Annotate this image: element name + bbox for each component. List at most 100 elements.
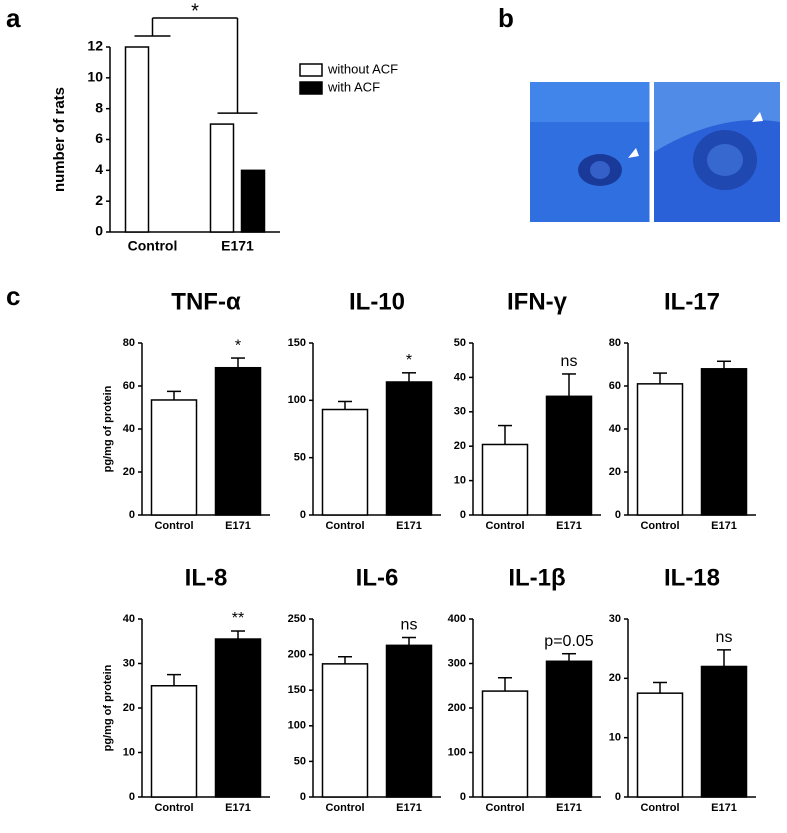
y-tick-label: 20 xyxy=(609,466,621,478)
y-tick-label: 80 xyxy=(609,337,621,349)
bar xyxy=(385,644,433,798)
chart-title: IFN-γ xyxy=(507,288,568,315)
y-tick-label: 40 xyxy=(123,613,135,625)
bar xyxy=(150,685,198,798)
legend-swatch xyxy=(299,81,323,95)
y-axis-label: pg/mg of protein xyxy=(102,664,114,751)
y-tick-label: 10 xyxy=(454,475,466,487)
x-tick-label: E171 xyxy=(221,238,254,254)
y-tick-label: 40 xyxy=(454,371,466,383)
significance-label: p=0.05 xyxy=(544,633,593,650)
y-tick-label: 80 xyxy=(123,337,135,349)
y-tick-label: 4 xyxy=(95,161,103,177)
bar xyxy=(214,638,262,798)
x-tick-label: E171 xyxy=(225,520,251,532)
chart-title: IL-18 xyxy=(664,564,720,591)
significance-label: * xyxy=(235,337,241,354)
bar xyxy=(385,381,433,516)
bar xyxy=(481,690,529,798)
x-tick-label: E171 xyxy=(396,520,422,532)
y-tick-label: 40 xyxy=(123,423,135,435)
x-tick-label: Control xyxy=(154,520,193,532)
panel-label: c xyxy=(6,281,20,311)
y-tick-label: 0 xyxy=(615,791,621,803)
micrograph-right xyxy=(654,82,780,222)
legend-label: with ACF xyxy=(327,79,380,94)
significance-label: ** xyxy=(232,610,244,627)
y-tick-label: 20 xyxy=(454,440,466,452)
y-tick-label: 0 xyxy=(460,509,466,521)
y-tick-label: 50 xyxy=(294,452,306,464)
panel-label: b xyxy=(498,3,514,33)
chart-title: TNF-α xyxy=(171,288,241,315)
chart-title: IL-17 xyxy=(664,288,720,315)
micrograph-left xyxy=(530,82,650,222)
legend-label: without ACF xyxy=(327,61,398,76)
bar xyxy=(545,660,593,798)
x-tick-label: Control xyxy=(485,802,524,814)
legend-swatch xyxy=(299,63,323,77)
bar xyxy=(321,663,369,798)
y-tick-label: 0 xyxy=(95,223,103,239)
chart-title: IL-1β xyxy=(508,564,565,591)
chart-title: IL-6 xyxy=(356,564,399,591)
bar xyxy=(209,123,235,233)
y-tick-label: 40 xyxy=(609,423,621,435)
significance-label: * xyxy=(406,352,412,369)
x-tick-label: Control xyxy=(485,520,524,532)
x-tick-label: Control xyxy=(325,802,364,814)
significance-label: * xyxy=(191,0,199,22)
y-tick-label: 10 xyxy=(87,69,103,85)
bar xyxy=(636,383,684,516)
bar xyxy=(700,368,748,516)
y-tick-label: 200 xyxy=(288,649,306,661)
y-tick-label: 0 xyxy=(129,509,135,521)
y-tick-label: 0 xyxy=(300,509,306,521)
x-tick-label: E171 xyxy=(396,802,422,814)
y-tick-label: 50 xyxy=(294,755,306,767)
y-tick-label: 100 xyxy=(288,394,306,406)
y-tick-label: 60 xyxy=(123,380,135,392)
y-tick-label: 50 xyxy=(454,337,466,349)
x-tick-label: Control xyxy=(325,520,364,532)
y-tick-label: 0 xyxy=(129,791,135,803)
x-tick-label: E171 xyxy=(556,520,582,532)
y-tick-label: 6 xyxy=(95,130,103,146)
y-tick-label: 12 xyxy=(87,38,103,54)
y-tick-label: 10 xyxy=(609,732,621,744)
y-axis-label: number of rats xyxy=(51,87,68,192)
y-tick-label: 2 xyxy=(95,192,103,208)
bar xyxy=(150,399,198,516)
bar xyxy=(321,408,369,516)
x-tick-label: Control xyxy=(640,802,679,814)
significance-label: ns xyxy=(561,353,578,370)
panel-label: a xyxy=(6,3,21,33)
chart-title: IL-8 xyxy=(185,564,228,591)
bar xyxy=(545,395,593,516)
bar xyxy=(240,169,266,233)
x-tick-label: E171 xyxy=(711,802,737,814)
y-tick-label: 8 xyxy=(95,99,103,115)
y-tick-label: 100 xyxy=(288,720,306,732)
y-axis-label: pg/mg of protein xyxy=(102,385,114,472)
chart-title: IL-10 xyxy=(349,288,405,315)
y-tick-label: 20 xyxy=(123,702,135,714)
bar xyxy=(481,443,529,516)
y-tick-label: 300 xyxy=(448,657,466,669)
y-tick-label: 30 xyxy=(609,613,621,625)
bar xyxy=(636,692,684,798)
y-tick-label: 30 xyxy=(454,406,466,418)
x-tick-label: Control xyxy=(128,238,178,254)
y-tick-label: 400 xyxy=(448,613,466,625)
x-tick-label: Control xyxy=(154,802,193,814)
significance-label: ns xyxy=(716,629,733,646)
y-tick-label: 100 xyxy=(448,746,466,758)
y-tick-label: 0 xyxy=(300,791,306,803)
y-tick-label: 10 xyxy=(123,746,135,758)
y-tick-label: 200 xyxy=(448,702,466,714)
x-tick-label: Control xyxy=(640,520,679,532)
y-tick-label: 0 xyxy=(460,791,466,803)
y-tick-label: 150 xyxy=(288,684,306,696)
y-tick-label: 30 xyxy=(123,657,135,669)
